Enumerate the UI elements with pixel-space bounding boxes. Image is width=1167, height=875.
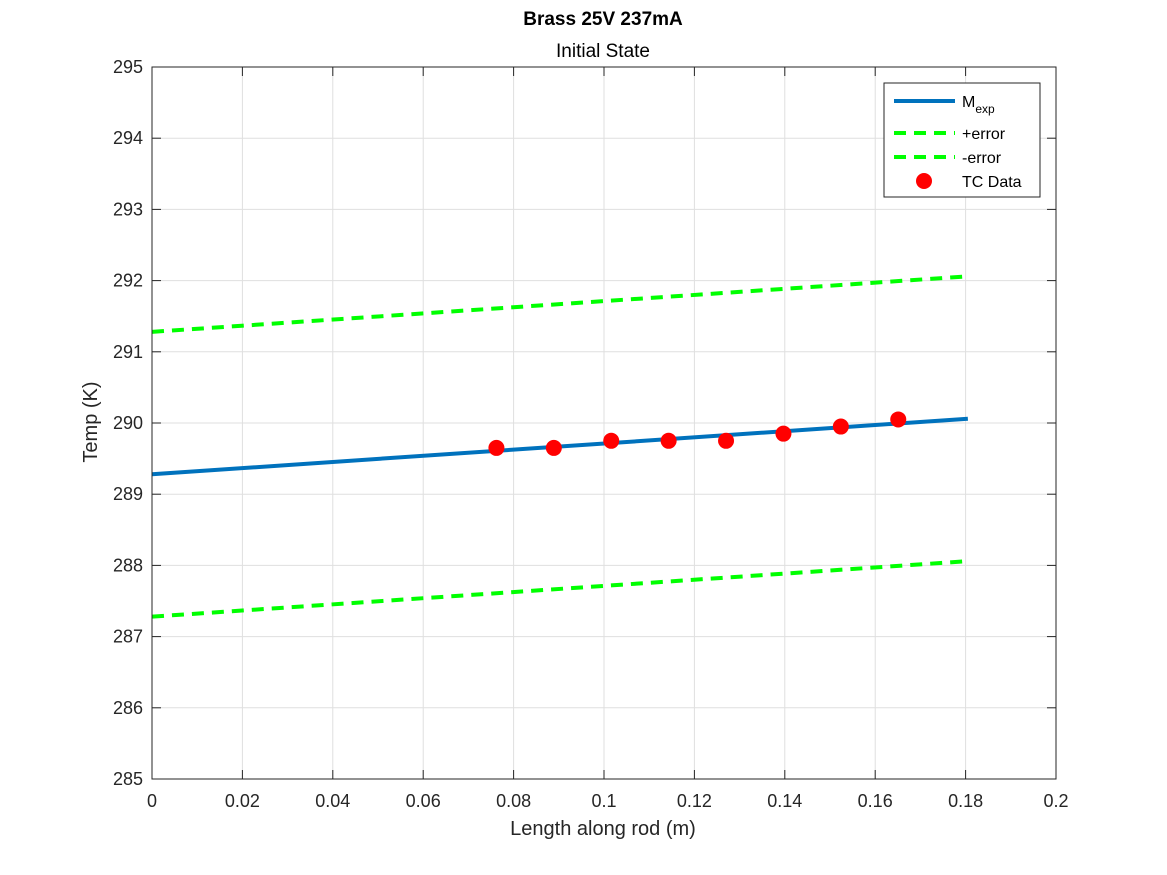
y-tick-label: 291 <box>113 342 143 362</box>
y-tick-label: 290 <box>113 413 143 433</box>
x-tick-label: 0.04 <box>315 791 350 811</box>
y-tick-label: 293 <box>113 199 143 219</box>
x-tick-label: 0.02 <box>225 791 260 811</box>
x-tick-label: 0.1 <box>591 791 616 811</box>
x-axis-label: Length along rod (m) <box>510 818 696 840</box>
y-tick-label: 285 <box>113 769 143 789</box>
series-plus-error-line <box>151 274 968 334</box>
legend-label-mexp-subscript: exp <box>975 102 995 116</box>
chart-title: Brass 25V 237mA <box>523 9 683 30</box>
x-tick-label: 0 <box>147 791 157 811</box>
tc-data-point <box>832 418 849 435</box>
tc-data-point <box>775 425 792 442</box>
y-tick-label: 286 <box>113 698 143 718</box>
chart-subtitle: Initial State <box>556 41 650 62</box>
legend-label-tc-data: TC Data <box>962 174 1022 191</box>
y-tick-label: 287 <box>113 627 143 647</box>
tc-data-point <box>660 432 677 449</box>
tc-data-point <box>488 439 505 456</box>
legend-label-mexp-main: M <box>962 94 975 111</box>
tc-data-point <box>545 439 562 456</box>
y-tick-label: 294 <box>113 128 143 148</box>
x-tick-label: 0.18 <box>948 791 983 811</box>
y-tick-label: 292 <box>113 271 143 291</box>
legend-label-mexp: Mexp <box>962 94 995 116</box>
x-tick-label: 0.06 <box>406 791 441 811</box>
y-tick-label: 288 <box>113 555 143 575</box>
series-minus-error-line <box>151 559 968 619</box>
tc-data-point <box>603 432 620 449</box>
legend-label-minus-error: -error <box>962 150 1002 167</box>
y-axis-label: Temp (K) <box>80 381 102 462</box>
axis-ticks: 0 0.02 0.04 0.06 0.08 0.1 0.12 0.14 0.16 0.18 0.2 2… <box>113 57 1069 811</box>
legend-label-plus-error: +error <box>962 126 1006 143</box>
y-tick-label: 295 <box>113 57 143 77</box>
x-tick-label: 0.16 <box>858 791 893 811</box>
x-tick-label: 0.08 <box>496 791 531 811</box>
legend: Mexp +error -error TC Data <box>883 82 1041 198</box>
tc-data-point <box>890 411 907 428</box>
y-tick-label: 289 <box>113 484 143 504</box>
x-tick-label: 0.2 <box>1043 791 1068 811</box>
legend-swatch-tc-data <box>916 173 932 189</box>
x-tick-label: 0.12 <box>677 791 712 811</box>
tc-data-point <box>718 432 735 449</box>
x-tick-label: 0.14 <box>767 791 802 811</box>
series-tc-data <box>488 411 907 456</box>
plot-series <box>151 274 968 619</box>
